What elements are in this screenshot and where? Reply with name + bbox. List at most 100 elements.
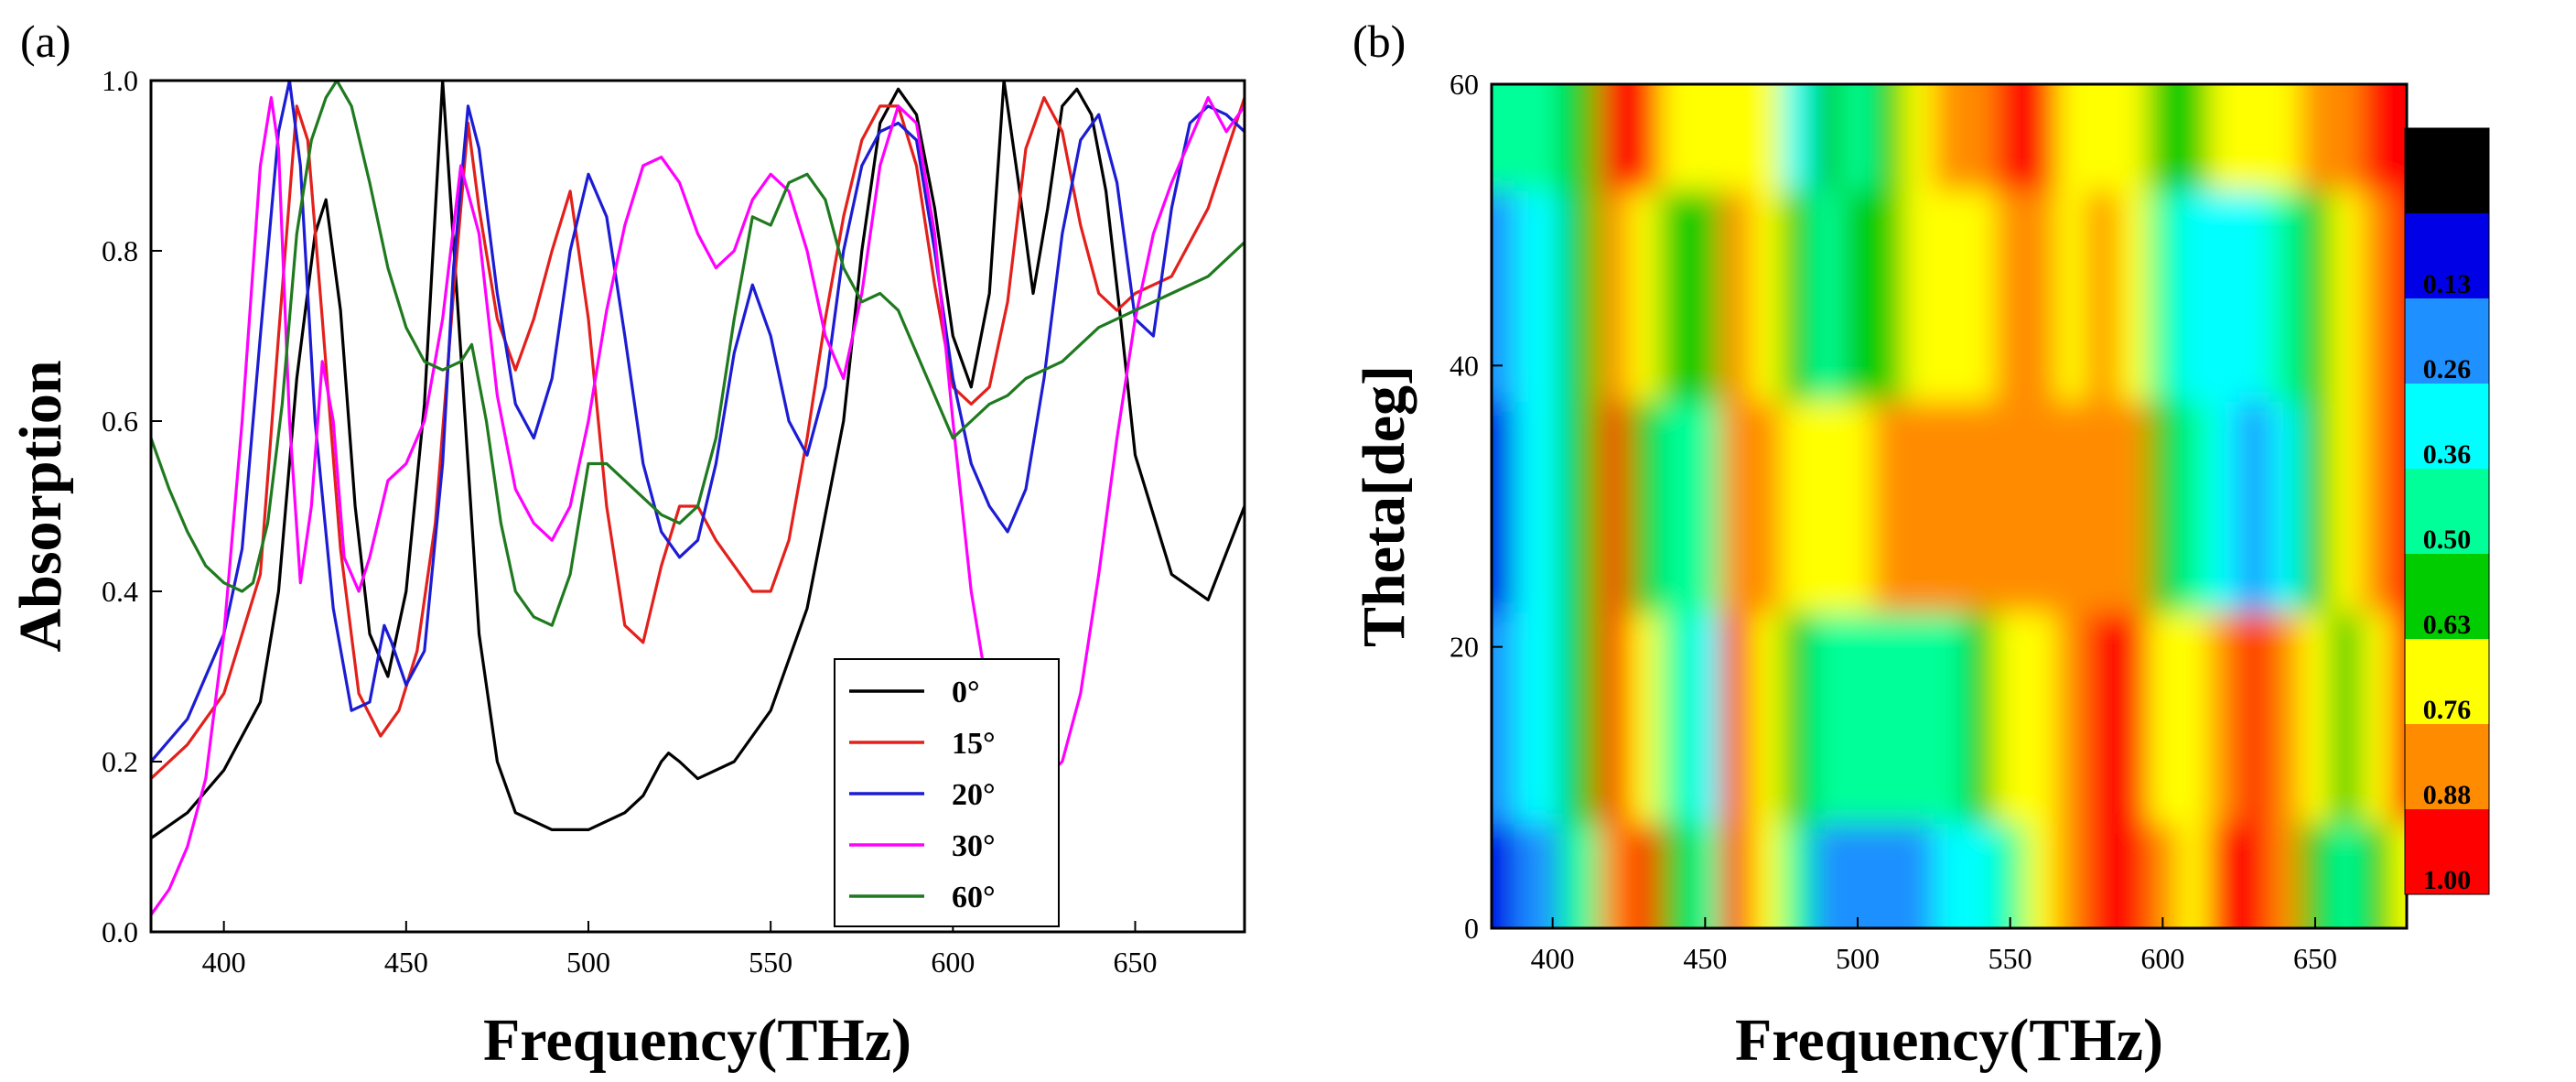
heatmap-cell	[2117, 189, 2149, 402]
heatmap-cell	[2391, 189, 2407, 402]
heatmap-cell	[2391, 611, 2407, 824]
legend: 0° 15° 20° 30° 60°	[834, 658, 1060, 927]
legend-label-0: 0°	[952, 676, 980, 709]
heatmap-cell	[1842, 189, 1874, 402]
x-tick-label: 600	[931, 946, 975, 979]
colorbar-label-8: 1.00	[2423, 865, 2472, 895]
y-tick-label: 1.0	[102, 64, 138, 97]
heatmap-cell	[1812, 84, 1844, 191]
heatmap-cell	[1689, 189, 1721, 402]
colorbar-segment-3	[2405, 384, 2489, 469]
panel-a-label: (a)	[20, 16, 71, 67]
heatmap-cell	[1659, 400, 1691, 613]
heatmap-cell	[1751, 400, 1783, 613]
colorbar-label-3: 0.36	[2423, 439, 2472, 470]
heatmap-cell	[1598, 84, 1630, 191]
series-line-0	[151, 81, 1245, 840]
x-tick-label: 450	[384, 946, 428, 979]
heatmap-cell	[1903, 189, 1935, 402]
x-tick-label: 400	[1531, 942, 1575, 975]
panel-a-plot-area	[151, 81, 1245, 916]
heatmap-cell	[2269, 822, 2301, 928]
heatmap-cell	[2055, 84, 2087, 191]
heatmap-cell	[1629, 84, 1661, 191]
heatmap-cell	[2238, 822, 2270, 928]
heatmap-cell	[1964, 84, 1996, 191]
heatmap-cell	[1514, 611, 1561, 824]
heatmap-cell	[2208, 189, 2240, 402]
heatmap-cell	[1872, 611, 1904, 824]
heatmap-cell	[1872, 84, 1904, 191]
colorbar-label-0: 0.01	[2423, 184, 2472, 214]
heatmap-cell	[2025, 84, 2057, 191]
colorbar-segment-1	[2405, 213, 2489, 298]
colorbar-segment-4	[2405, 469, 2489, 554]
x-tick-label: 600	[2140, 942, 2184, 975]
series-line-1	[151, 96, 1245, 780]
heatmap-cell	[1812, 822, 1844, 928]
legend-label-4: 60°	[952, 881, 996, 914]
heatmap-cell	[2086, 822, 2118, 928]
heatmap-cell	[1492, 400, 1515, 613]
heatmap-cell	[1659, 84, 1691, 191]
heatmap-cell	[2178, 84, 2210, 191]
heatmap-cell	[2238, 189, 2270, 402]
heatmap-cell	[1934, 189, 1966, 402]
heatmap-cell	[1842, 611, 1874, 824]
panel-a-ylabel: Absorption	[7, 360, 74, 652]
heatmap-cell	[2391, 400, 2407, 613]
panel-b-plot-area	[1492, 84, 2407, 928]
heatmap-cell	[1751, 84, 1783, 191]
heatmap-cell	[1934, 400, 1966, 613]
heatmap-cell	[2055, 400, 2087, 613]
colorbar-label-5: 0.63	[2423, 610, 2472, 640]
heatmap-cell	[1781, 84, 1813, 191]
heatmap-cell	[1903, 84, 1935, 191]
heatmap-cell	[1514, 84, 1561, 191]
heatmap-cell	[2086, 400, 2118, 613]
heatmap-cell	[1995, 189, 2027, 402]
heatmap-cell	[2300, 611, 2332, 824]
heatmap-cell	[2269, 400, 2301, 613]
heatmap-cell	[1995, 822, 2027, 928]
heatmap-cell	[1689, 400, 1721, 613]
heatmap-cell	[1872, 822, 1904, 928]
heatmap-cell	[1964, 822, 1996, 928]
heatmap-cell	[2300, 189, 2332, 402]
heatmap-cell	[2330, 400, 2362, 613]
heatmap-cell	[2300, 84, 2332, 191]
heatmap-cell	[2391, 822, 2407, 928]
heatmap-cell	[1659, 189, 1691, 402]
legend-label-1: 15°	[952, 727, 996, 761]
heatmap-cell	[1629, 189, 1661, 402]
heatmap-cell	[1659, 822, 1691, 928]
heatmap-cell	[2117, 84, 2149, 191]
heatmap-cell	[1560, 611, 1600, 824]
y-tick-label: 0.6	[102, 405, 138, 438]
legend-label-2: 20°	[952, 778, 996, 812]
series-line-2	[151, 81, 1245, 763]
heatmap-cell	[2208, 84, 2240, 191]
colorbar-label-2: 0.26	[2423, 354, 2472, 384]
heatmap-cell	[2361, 822, 2393, 928]
heatmap-cell	[2086, 611, 2118, 824]
heatmap-cell	[2330, 189, 2362, 402]
panel-a: (a) 400 450 500 550 600 650 0.0 0.2 0.4 0.6 0.8 1.0…	[7, 16, 1246, 1074]
heatmap-cell	[1903, 822, 1935, 928]
heatmap-cell	[1964, 400, 1996, 613]
heatmap-cell	[2086, 189, 2118, 402]
panel-b-xlabel: Frequency(THz)	[1735, 1007, 2163, 1074]
heatmap-cell	[1598, 400, 1630, 613]
heatmap-cell	[1842, 822, 1874, 928]
colorbar-label-4: 0.50	[2423, 525, 2472, 555]
x-tick-label: 450	[1683, 942, 1727, 975]
heatmap-cell	[2330, 822, 2362, 928]
heatmap-cell	[2361, 400, 2393, 613]
heatmap-cell	[1720, 84, 1752, 191]
heatmap-cell	[2208, 822, 2240, 928]
heatmap-cell	[1812, 400, 1844, 613]
heatmap-cell	[2361, 611, 2393, 824]
heatmap-cell	[2300, 400, 2332, 613]
heatmap-cell	[2269, 189, 2301, 402]
